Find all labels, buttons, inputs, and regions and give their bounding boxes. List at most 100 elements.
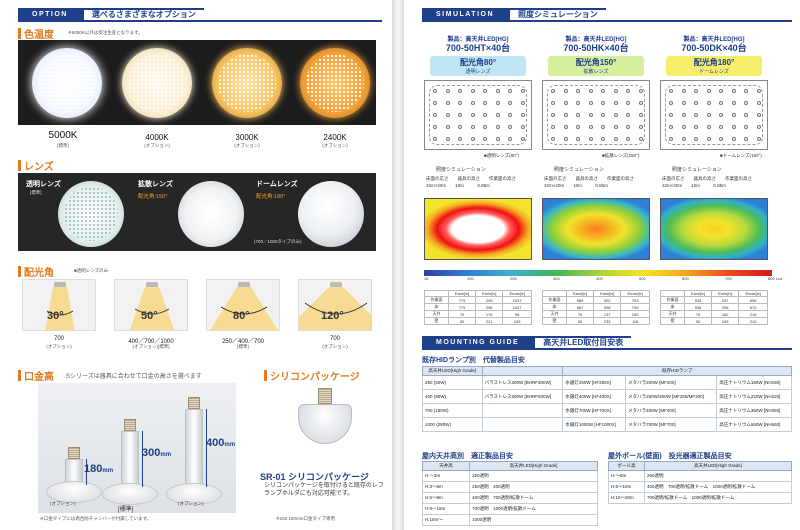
simulation-title: 照度シミュレーション xyxy=(510,10,606,20)
lamp-5000k xyxy=(32,48,102,118)
sim-heatmap-1 xyxy=(542,198,650,260)
ct-sub-1: [標準] xyxy=(57,143,69,148)
t2-row: H:3～5m 250透明 400透明 xyxy=(421,481,598,493)
option-banner: OPTION 選べるさまざまなオプション xyxy=(18,8,204,22)
lens-clear xyxy=(58,181,124,247)
base-label-3: (オプション) xyxy=(178,501,204,506)
sim-caption-2: ■ドームレンズ(180°) xyxy=(720,153,762,158)
sim-info-title-2: 照度シミュレーション xyxy=(672,167,722,173)
ct-sub-2: (オプション) xyxy=(144,143,170,148)
legend-unit: Lux xyxy=(776,276,783,281)
t3-row: H:5～10m 400透明 700透明/拡散ドーム 1000透明/拡散ドーム xyxy=(607,481,792,493)
colortemp-strip xyxy=(18,40,376,125)
base-label-1: (オプション) xyxy=(50,501,76,506)
t2-row: H:15m～ 1000透明 xyxy=(421,514,598,526)
sim-heatmap-2 xyxy=(660,198,768,260)
sim-caption-0: ■透明レンズ(80°) xyxy=(484,153,519,158)
sim-model-line2-0: 700-50HT×40台 xyxy=(445,43,511,53)
banner-rule xyxy=(18,20,382,22)
sim-model-line2-1: 700-50HK×40台 xyxy=(563,43,629,53)
lens-dome xyxy=(298,181,364,247)
t1-row: 1000 (280W) 水銀灯1000W [HF1000X] メタハラ700W [M… xyxy=(422,417,792,432)
sim-heatmap-0 xyxy=(424,198,532,260)
ct-label-4: 2400K xyxy=(323,133,347,142)
sim-info-head-0: 床面の広さ 器具の高さ 作業面の高さ xyxy=(426,176,516,181)
height-300: 300mm xyxy=(142,447,172,459)
beam-deg-1: 30° xyxy=(47,310,64,322)
sim-layout-1 xyxy=(542,80,650,150)
t1-row: 700 (150W) 水銀灯700W [HF700X] メタハラ400W [MF40… xyxy=(422,403,792,418)
simulation-tag: SIMULATION xyxy=(422,8,509,22)
socket-300 xyxy=(124,419,136,431)
lens-title-3: ドームレンズ xyxy=(256,181,298,188)
beam-heading: 配光角 xyxy=(18,264,54,279)
t2-heading: 屋内天井高別 適正製品目安 xyxy=(422,453,513,460)
sim-banner-rule xyxy=(422,20,792,22)
lux-legend-bar xyxy=(424,270,772,276)
beam-sub-4: (オプション) xyxy=(322,344,348,349)
t2-h1: 高天井LED[High Grade] xyxy=(469,461,598,471)
height-180: 180mm xyxy=(84,463,114,475)
beam-label-2: 400／700／1000 xyxy=(128,339,174,345)
sim-model-line1-1: 製品：高天井LED[HG] xyxy=(565,37,627,43)
beam-sub-3: [標準] xyxy=(237,344,249,349)
sim-model-line1-2: 製品：高天井LED[HG] xyxy=(683,37,745,43)
base-label-2: [標準] xyxy=(118,507,134,513)
lens-title-2: 拡散レンズ xyxy=(138,181,173,188)
hid-replacement-table: 高天井LED[High Grade] 既存HIDランプ 250 (50W) バラス… xyxy=(422,366,792,432)
lamp-4000k xyxy=(122,48,192,118)
beam-note: ■透明レンズのみ xyxy=(74,268,109,273)
legend-label-3: 300 xyxy=(553,276,560,281)
sim-angle-pill-0: 配光角80° 透明レンズ xyxy=(430,56,526,76)
sim-info-title-0: 照度シミュレーション xyxy=(436,167,486,173)
silicone-desc: シリコンパッケージを取付けると既存のレフランプホルダにも対応可能です。 xyxy=(264,483,384,497)
t3-h1: 高天井LED[High Grade] xyxy=(644,461,792,471)
lens-sub-1: [標準] xyxy=(30,190,42,195)
mounting-rule xyxy=(422,348,792,350)
lens-note: (700／1000タイプのみ) xyxy=(254,239,302,244)
outdoor-pole-table: ポール高 高天井LED[High Grade] H:～5m 250透明 H:5～10m… xyxy=(607,461,792,504)
t1-h0: 高天井LED[High Grade] xyxy=(422,366,483,376)
colortemp-heading: 色温度 xyxy=(18,26,54,41)
beam-sub-1: (オプション) xyxy=(46,344,72,349)
option-tag: OPTION xyxy=(18,8,82,22)
sim-info-title-1: 照度シミュレーション xyxy=(554,167,604,173)
mounting-banner: MOUNTING GUIDE 高天井LED取付目安表 xyxy=(422,336,632,350)
lens-angle-2: 配光角:150° xyxy=(138,194,168,200)
beam-box-4: 120° xyxy=(298,279,372,331)
t3-row: H:10～20m 700透明/拡散ドーム 1000透明/拡散ドーム xyxy=(607,492,792,504)
sim-model-line2-2: 700-50DK×40台 xyxy=(681,43,747,53)
height-400: 400mm xyxy=(206,437,236,449)
sim-layout-0 xyxy=(424,80,532,150)
base-heading: 口金高 xyxy=(18,368,54,383)
sim-info-values-2: 32m×20m 10m 0.85m xyxy=(662,183,726,188)
sim-info-values-0: 32m×20m 10m 0.85m xyxy=(426,183,490,188)
beam-label-3: 250／400／700 xyxy=(221,339,265,345)
lens-angle-3: 配光角:180° xyxy=(256,194,286,200)
ct-label-3: 3000K xyxy=(235,133,259,142)
silicone-heading: シリコンパッケージ xyxy=(264,368,360,383)
t3-row: H:～5m 250透明 xyxy=(607,470,792,482)
simulation-page: SIMULATION 照度シミュレーション xyxy=(404,0,800,530)
indoor-height-table: 天井高 高天井LED[High Grade] H:～3m 250透明 H:3～5m 25… xyxy=(421,461,598,526)
t1-h2: 既存HIDランプ xyxy=(562,366,792,376)
legend-label-0: 10 xyxy=(424,276,429,281)
t3-h0: ポール高 xyxy=(607,461,646,471)
t2-h0: 天井高 xyxy=(421,461,471,471)
sim-info-head-1: 床面の広さ 器具の高さ 作業面の高さ xyxy=(544,176,634,181)
beam-label-4: 700 xyxy=(329,336,340,342)
beam-label-1: 700 xyxy=(53,336,64,342)
silicone-note: ※250 180mm口金タイプ専用 xyxy=(276,516,336,521)
sim-model-line1-0: 製品：高天井LED[HG] xyxy=(447,37,509,43)
legend-label-2: 200 xyxy=(510,276,517,281)
sim-angle-pill-1: 配光角150° 拡散レンズ xyxy=(548,56,644,76)
ct-label-2: 4000K xyxy=(145,133,169,142)
t2-row: H:9～15m 700透明 1000透明/拡散ドーム xyxy=(421,503,598,515)
beam-deg-2: 50° xyxy=(141,310,158,322)
beam-box-3: 80° xyxy=(206,279,280,331)
legend-label-7: 700 xyxy=(725,276,732,281)
sim-info-head-2: 床面の広さ 器具の高さ 作業面の高さ xyxy=(662,176,752,181)
legend-label-5: 500 xyxy=(639,276,646,281)
t2-row: H:～3m 250透明 xyxy=(421,470,598,482)
